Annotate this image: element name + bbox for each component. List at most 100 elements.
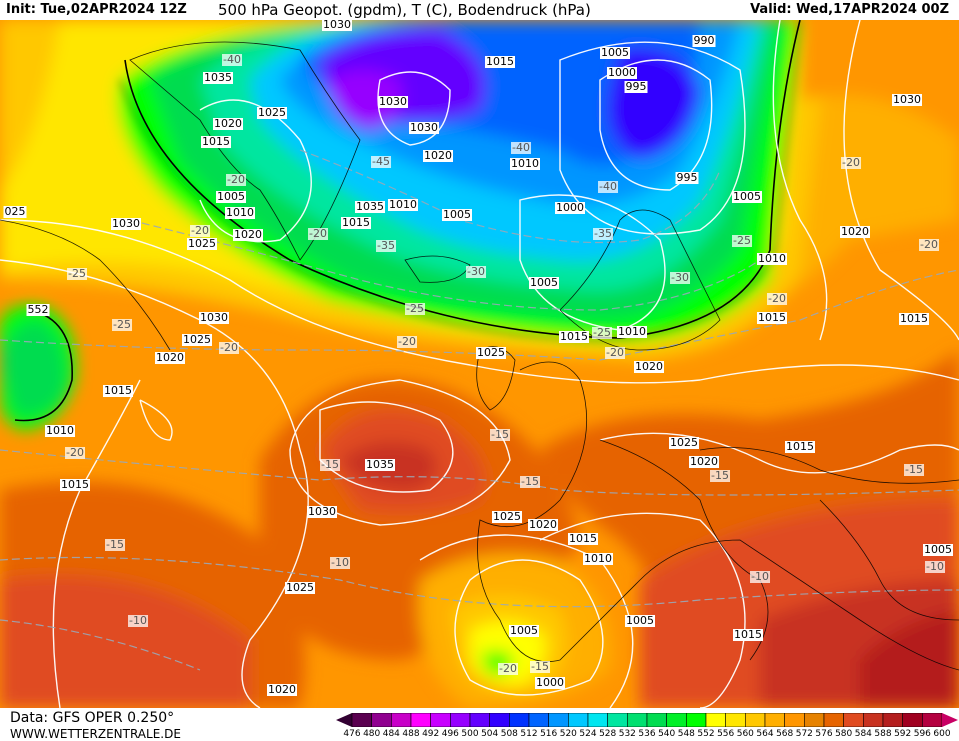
pressure-label: 1015 <box>785 440 815 453</box>
legend-tick-label: 576 <box>815 729 833 739</box>
pressure-label: 1015 <box>485 55 515 68</box>
legend-tick-label: 524 <box>579 729 597 739</box>
pressure-label: 1025 <box>257 106 287 119</box>
temperature-label: -20 <box>498 662 518 675</box>
legend-tick-label: 564 <box>756 729 774 739</box>
pressure-label: 1035 <box>365 458 395 471</box>
legend-swatch <box>843 713 864 727</box>
pressure-label: 1030 <box>409 121 439 134</box>
temperature-label: -15 <box>530 660 550 673</box>
isobars <box>0 20 959 708</box>
pressure-label: 1000 <box>607 66 637 79</box>
temperature-label: -15 <box>710 469 730 482</box>
temperature-label: -20 <box>190 224 210 237</box>
legend-swatch <box>509 713 530 727</box>
temperature-label: -10 <box>128 614 148 627</box>
legend-swatch <box>627 713 648 727</box>
pressure-label: 1020 <box>267 683 297 696</box>
temperature-label: -25 <box>112 318 132 331</box>
pressure-label: 1015 <box>559 330 589 343</box>
init-time: Init: Tue,02APR2024 12Z <box>6 2 187 17</box>
pressure-label: 1015 <box>568 532 598 545</box>
legend-tick-label: 500 <box>461 729 479 739</box>
temperature-label: -25 <box>732 234 752 247</box>
pressure-label: 1025 <box>476 346 506 359</box>
map-footer: Data: GFS OPER 0.250° WWW.WETTERZENTRALE… <box>0 708 959 741</box>
temperature-label: -25 <box>405 302 425 315</box>
temperature-label: -20 <box>767 292 787 305</box>
legend-tick-label: 552 <box>697 729 715 739</box>
legend-swatch <box>725 713 746 727</box>
temperature-label: -40 <box>598 180 618 193</box>
legend-ticks: 476 480 484 488 492 496 500 504 508 512 516 520 524 5… <box>343 729 950 741</box>
legend-tick-label: 488 <box>402 729 420 739</box>
legend-tick-label: 476 <box>343 729 361 739</box>
pressure-label: 1005 <box>509 624 539 637</box>
temperature-label: -25 <box>592 326 612 339</box>
legend-swatch <box>902 713 923 727</box>
legend-swatch <box>450 713 471 727</box>
pressure-label: 1025 <box>669 436 699 449</box>
pressure-label: 1005 <box>625 614 655 627</box>
pressure-label: 1015 <box>341 216 371 229</box>
legend-swatch <box>391 713 412 727</box>
legend-tick-label: 540 <box>658 729 676 739</box>
legend-tick-label: 572 <box>795 729 813 739</box>
legend-swatch <box>371 713 392 727</box>
temperature-label: -10 <box>330 556 350 569</box>
legend-tick-label: 504 <box>481 729 499 739</box>
pressure-label: 1005 <box>216 190 246 203</box>
temperature-label: -15 <box>520 475 540 488</box>
map-title: 500 hPa Geopot. (gpdm), T (C), Bodendruc… <box>218 1 591 19</box>
temperature-label: -45 <box>371 155 391 168</box>
pressure-label: 1010 <box>510 157 540 170</box>
pressure-label: 1030 <box>322 20 352 31</box>
pressure-label: 1005 <box>732 190 762 203</box>
pressure-label: 1030 <box>892 93 922 106</box>
legend-swatch <box>430 713 451 727</box>
legend-tick-label: 512 <box>520 729 538 739</box>
pressure-label: 1010 <box>757 252 787 265</box>
legend-swatch <box>528 713 549 727</box>
pressure-label: 1020 <box>840 225 870 238</box>
temperature-label: -25 <box>67 267 87 280</box>
temperature-label: -15 <box>490 428 510 441</box>
legend-tick-label: 516 <box>540 729 558 739</box>
temperature-label: -15 <box>105 538 125 551</box>
legend-swatch <box>784 713 805 727</box>
pressure-label: 1005 <box>600 46 630 59</box>
legend-tick-label: 536 <box>638 729 656 739</box>
pressure-label: 1020 <box>213 117 243 130</box>
legend-tick-label: 492 <box>422 729 440 739</box>
legend-under-arrow <box>336 713 352 727</box>
temperature-label: -15 <box>904 463 924 476</box>
pressure-label: 1015 <box>103 384 133 397</box>
legend-tick-label: 548 <box>677 729 695 739</box>
legend-over-arrow <box>942 713 958 727</box>
pressure-label: 1015 <box>899 312 929 325</box>
pressure-label: 1030 <box>378 95 408 108</box>
legend-swatch <box>351 713 372 727</box>
pressure-label: 1030 <box>199 311 229 324</box>
pressure-label: 1025 <box>182 333 212 346</box>
temperature-label: -20 <box>226 173 246 186</box>
pressure-label: 1010 <box>617 325 647 338</box>
temperature-label: -15 <box>320 458 340 471</box>
pressure-label: 1000 <box>535 676 565 689</box>
legend-swatch <box>489 713 510 727</box>
legend-swatch <box>469 713 490 727</box>
legend-swatch <box>823 713 844 727</box>
pressure-label: 1000 <box>555 201 585 214</box>
temperature-label: -20 <box>308 227 328 240</box>
legend-tick-label: 560 <box>736 729 754 739</box>
pressure-label: 1025 <box>285 581 315 594</box>
legend-tick-label: 580 <box>835 729 853 739</box>
legend-tick-label: 588 <box>874 729 892 739</box>
temperature-label: -20 <box>219 341 239 354</box>
color-legend <box>336 713 958 727</box>
legend-swatch <box>745 713 766 727</box>
pressure-label: 1015 <box>60 478 90 491</box>
temperature-label: -35 <box>593 227 613 240</box>
legend-tick-label: 600 <box>933 729 951 739</box>
legend-swatch <box>804 713 825 727</box>
